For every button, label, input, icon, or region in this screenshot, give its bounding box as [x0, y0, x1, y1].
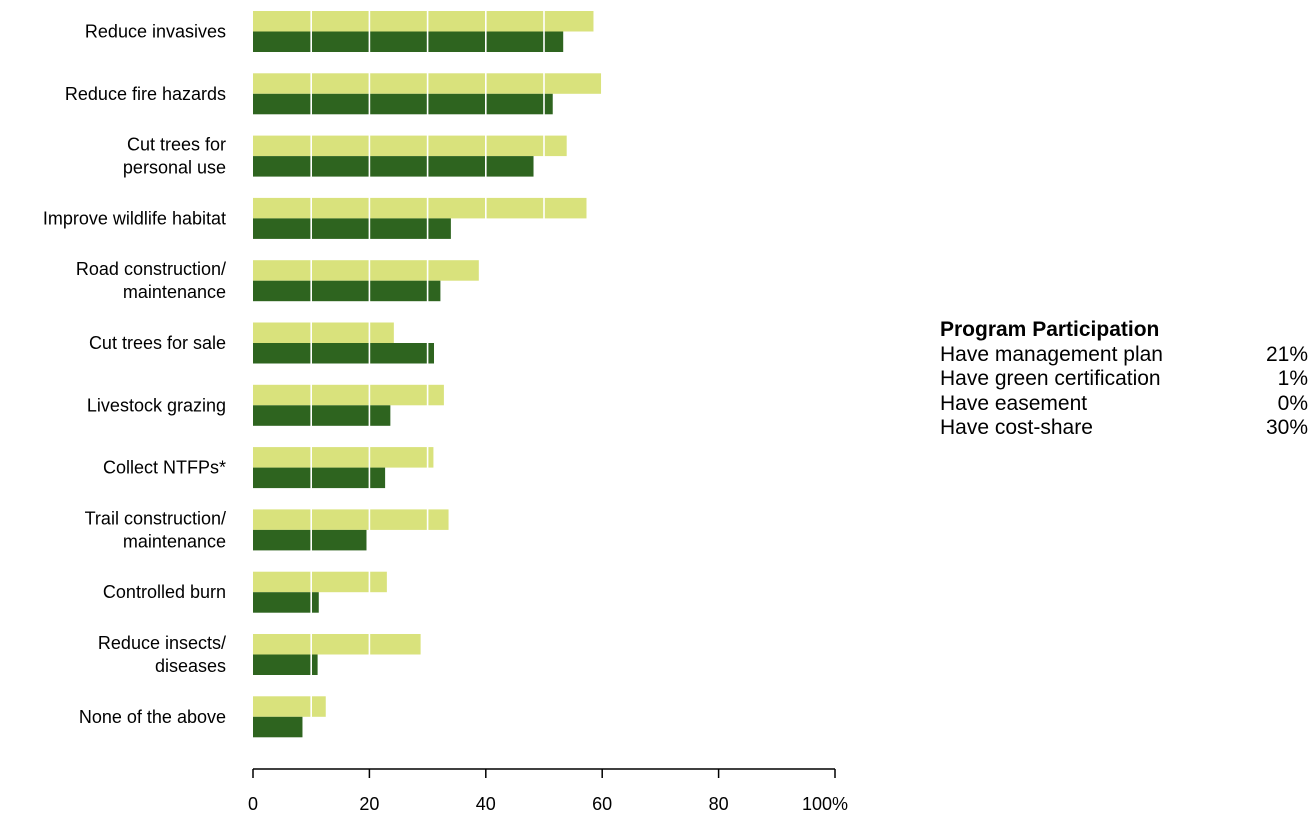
category-label: Trail construction/ [85, 508, 226, 528]
bar-light-4 [253, 260, 479, 281]
category-labels-group: Reduce invasives Reduce fire hazards Cut t… [43, 22, 226, 727]
bar-dark-4 [253, 280, 441, 302]
bars-group [253, 11, 602, 738]
x-tick-label: 100% [802, 794, 848, 814]
bar-dark-0 [253, 31, 564, 52]
bar-light-6 [253, 384, 444, 406]
category-label: diseases [155, 656, 226, 676]
bar-dark-6 [253, 405, 391, 426]
category-label: Reduce invasives [85, 22, 226, 42]
bar-dark-11 [253, 716, 303, 738]
participation-row-management-plan: Have management plan 21% [940, 343, 1308, 368]
program-participation-title: Program Participation [940, 318, 1160, 341]
x-tick-label: 20 [359, 794, 379, 814]
bar-dark-10 [253, 654, 318, 675]
bar-dark-9 [253, 592, 319, 613]
bar-dark-2 [253, 156, 534, 177]
participation-label: Have green certification [940, 367, 1161, 390]
participation-label: Have management plan [940, 342, 1163, 366]
participation-row-cost-share: Have cost-share 30% [940, 416, 1308, 441]
bar-light-9 [253, 571, 387, 593]
category-label: Improve wildlife habitat [43, 208, 226, 228]
bar-light-10 [253, 634, 421, 655]
program-participation-panel: Program Participation Have management pl… [940, 318, 1308, 441]
x-axis: 0 20 40 60 80 100% [248, 768, 848, 814]
participation-label: Have cost-share [940, 416, 1093, 439]
participation-row-easement: Have easement 0% [940, 392, 1308, 417]
category-label: Collect NTFPs* [103, 458, 226, 478]
participation-value: 30% [1265, 416, 1308, 439]
category-label: Cut trees for [127, 135, 226, 155]
x-tick-label: 80 [709, 794, 729, 814]
x-tick-label: 0 [248, 794, 258, 814]
bar-light-11 [253, 696, 326, 717]
category-label: Cut trees for sale [89, 333, 226, 353]
bar-light-5 [253, 322, 394, 343]
bar-dark-7 [253, 467, 386, 489]
bar-dark-3 [253, 218, 451, 239]
category-label: maintenance [123, 282, 226, 302]
x-tick-label: 60 [592, 794, 612, 814]
category-label: Road construction/ [76, 259, 226, 279]
bar-light-2 [253, 135, 567, 157]
x-tick-label: 40 [476, 794, 496, 814]
participation-row-green-certification: Have green certification 1% [940, 367, 1308, 392]
participation-value: 21% [1265, 342, 1308, 366]
category-label: Reduce fire hazards [65, 84, 226, 104]
bar-dark-8 [253, 529, 367, 551]
category-label: Controlled burn [103, 582, 226, 602]
bar-light-3 [253, 197, 587, 219]
gridlines-group [310, 11, 545, 738]
category-label: personal use [123, 158, 226, 178]
bar-light-7 [253, 447, 434, 468]
category-label: maintenance [123, 531, 226, 551]
category-label: Livestock grazing [87, 395, 226, 415]
participation-label: Have easement [940, 391, 1088, 415]
bar-dark-5 [253, 343, 435, 364]
category-label: Reduce insects/ [98, 633, 226, 653]
category-label: None of the above [79, 707, 226, 727]
bar-chart: Reduce invasives Reduce fire hazards Cut t… [43, 11, 848, 814]
bar-light-8 [253, 509, 449, 530]
participation-value: 0% [1277, 391, 1308, 415]
bar-light-0 [253, 11, 594, 32]
bar-dark-1 [253, 93, 553, 115]
participation-value: 1% [1277, 367, 1308, 390]
